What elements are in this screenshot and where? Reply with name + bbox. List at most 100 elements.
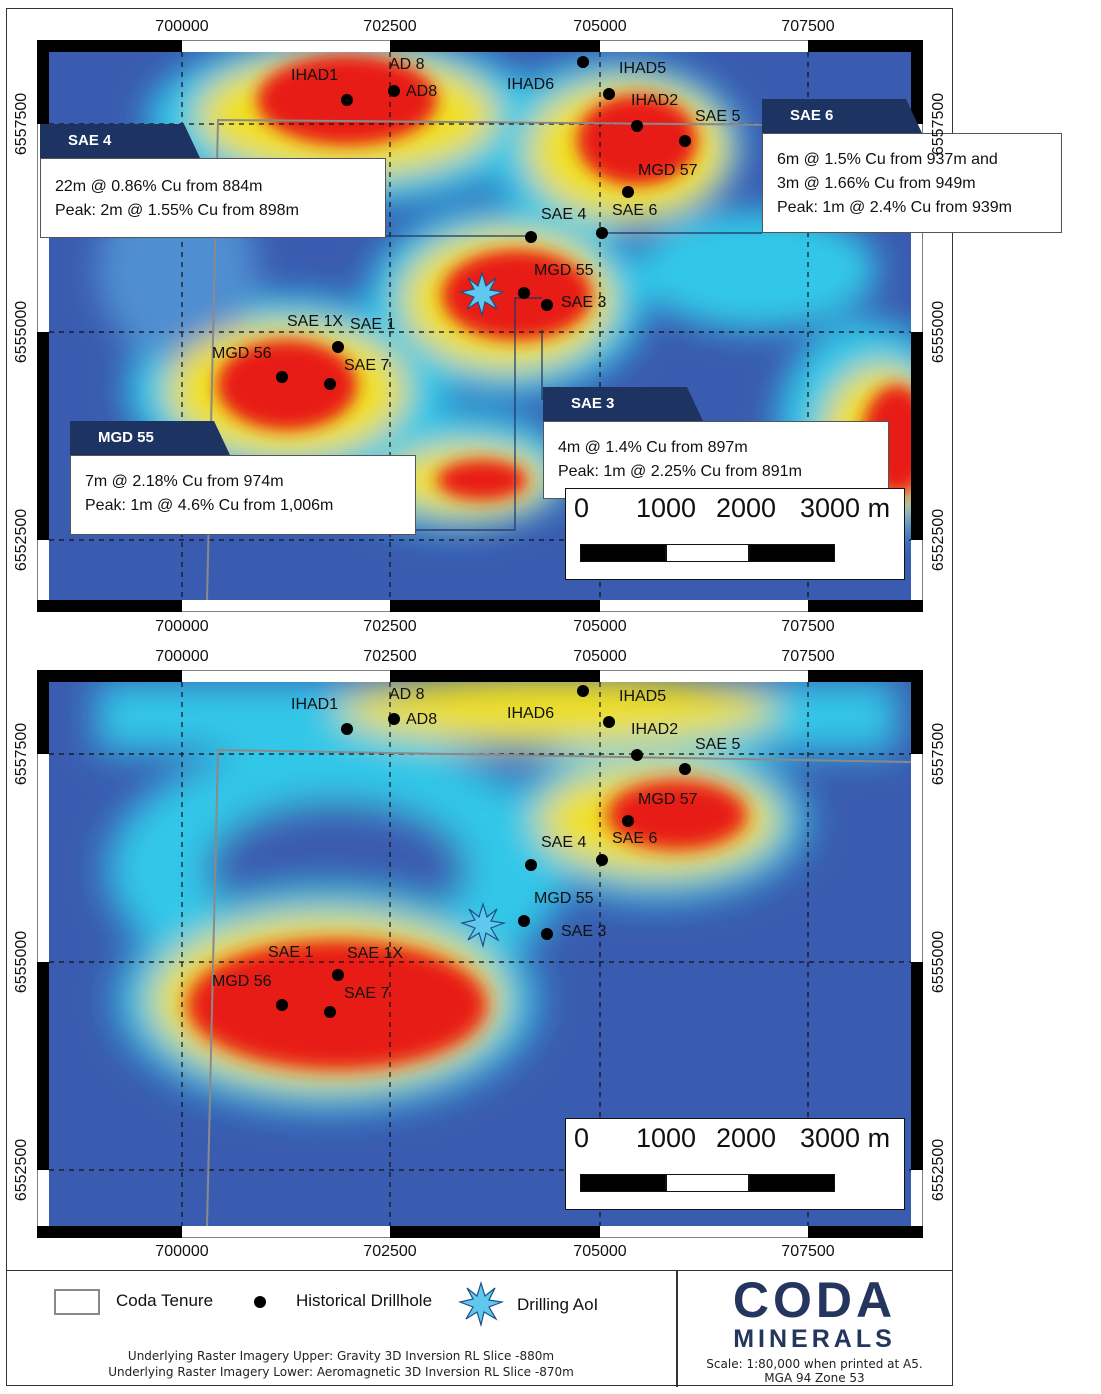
drillhole-label: MGD 57	[638, 162, 698, 179]
drillhole-marker[interactable]	[388, 85, 400, 97]
scalebar-label: 2000	[716, 493, 777, 523]
lower-scalebar: 0 1000 2000 3000 m	[565, 1118, 905, 1210]
drillhole-label: MGD 55	[534, 262, 594, 279]
drillhole-label: AD 8	[389, 56, 425, 73]
upper-callout-mgd55: 7m @ 2.18% Cu from 974m Peak: 1m @ 4.6% …	[70, 455, 416, 535]
drillhole-label: MGD 56	[212, 973, 272, 990]
northing-label: 6557500	[13, 722, 30, 786]
easting-label: 707500	[781, 618, 835, 635]
drillhole-marker[interactable]	[577, 56, 589, 68]
legend-aoi-label: Drilling AoI	[517, 1295, 599, 1314]
easting-label: 700000	[155, 1243, 209, 1260]
raster-note-upper: Underlying Raster Imagery Upper: Gravity…	[127, 1349, 555, 1363]
drillhole-marker[interactable]	[276, 999, 288, 1011]
callout-line: Peak: 1m @ 4.6% Cu from 1,006m	[85, 497, 334, 514]
upper-callout-mgd55-title: MGD 55	[70, 421, 230, 455]
drillhole-marker[interactable]	[276, 371, 288, 383]
northing-label: 6555000	[13, 930, 30, 994]
drillhole-marker[interactable]	[324, 1006, 336, 1018]
drilling-aoi-star-icon	[460, 902, 506, 948]
upper-callout-sae3: 4m @ 1.4% Cu from 897m Peak: 1m @ 2.25% …	[543, 421, 889, 499]
drillhole-marker[interactable]	[341, 94, 353, 106]
easting-label: 700000	[155, 618, 209, 635]
raster-note-lower: Underlying Raster Imagery Lower: Aeromag…	[108, 1365, 574, 1379]
upper-grid	[49, 52, 911, 600]
northing-label: 6555000	[930, 930, 947, 994]
drillhole-marker[interactable]	[679, 763, 691, 775]
drillhole-label: SAE 1X	[347, 945, 404, 962]
drillhole-marker[interactable]	[332, 341, 344, 353]
northing-label: 6557500	[13, 92, 30, 156]
drillhole-marker[interactable]	[341, 723, 353, 735]
upper-callout-sae6-title: SAE 6	[762, 99, 922, 133]
lower-frame-bars	[37, 670, 923, 1238]
drilling-aoi-star-icon	[459, 271, 505, 317]
drillhole-label: SAE 1	[350, 316, 396, 333]
callout-line: 7m @ 2.18% Cu from 974m	[85, 473, 284, 490]
drillhole-marker[interactable]	[603, 716, 615, 728]
easting-label: 707500	[781, 18, 835, 35]
drillhole-label: IHAD5	[619, 688, 667, 705]
easting-label: 700000	[155, 648, 209, 665]
callout-line: 4m @ 1.4% Cu from 897m	[558, 439, 748, 456]
scalebar-label: 3000 m	[800, 493, 891, 523]
upper-callout-sae6: 6m @ 1.5% Cu from 937m and 3m @ 1.66% Cu…	[762, 133, 1062, 233]
easting-label: 700000	[155, 18, 209, 35]
easting-label: 705000	[573, 618, 627, 635]
northing-label: 6557500	[930, 722, 947, 786]
drillhole-label: IHAD1	[291, 696, 339, 713]
drillhole-marker[interactable]	[518, 915, 530, 927]
legend-panel: Coda Tenure Historical Drillhole Drillin…	[6, 1270, 953, 1387]
northing-label: 6555000	[13, 300, 30, 364]
drillhole-marker[interactable]	[679, 135, 691, 147]
upper-callout-sae4: 22m @ 0.86% Cu from 884m Peak: 2m @ 1.55…	[40, 158, 386, 238]
callout-line: Peak: 1m @ 2.25% Cu from 891m	[558, 463, 802, 480]
legend-divider	[676, 1271, 678, 1387]
drillhole-label: IHAD5	[619, 60, 667, 77]
drillhole-marker[interactable]	[541, 928, 553, 940]
drillhole-label: AD8	[406, 83, 438, 100]
drillhole-marker[interactable]	[324, 378, 336, 390]
drillhole-marker[interactable]	[596, 227, 608, 239]
easting-label: 707500	[781, 1243, 835, 1260]
drillhole-label: AD 8	[389, 686, 425, 703]
drillhole-label: SAE 3	[561, 294, 607, 311]
drillhole-marker[interactable]	[622, 815, 634, 827]
drillhole-marker[interactable]	[631, 749, 643, 761]
easting-label: 707500	[781, 648, 835, 665]
drillhole-label: SAE 3	[561, 923, 607, 940]
drillhole-marker[interactable]	[631, 120, 643, 132]
northing-label: 6557500	[930, 92, 947, 156]
drillhole-marker[interactable]	[332, 969, 344, 981]
scalebar-label: 0	[574, 493, 590, 523]
drillhole-label: SAE 6	[612, 830, 658, 847]
drillhole-legend-dot	[254, 1296, 266, 1308]
easting-label: 702500	[363, 648, 417, 665]
callout-line: 22m @ 0.86% Cu from 884m	[55, 178, 263, 195]
drillhole-marker[interactable]	[525, 859, 537, 871]
drillhole-marker[interactable]	[541, 299, 553, 311]
easting-label: 702500	[363, 618, 417, 635]
drillhole-marker[interactable]	[596, 854, 608, 866]
drillhole-label: SAE 4	[541, 834, 587, 851]
easting-label: 702500	[363, 18, 417, 35]
drillhole-label: AD8	[406, 711, 438, 728]
callout-line: Peak: 1m @ 2.4% Cu from 939m	[777, 199, 1012, 216]
drillhole-marker[interactable]	[577, 685, 589, 697]
lower-map-svg	[37, 670, 923, 1238]
drillhole-marker[interactable]	[622, 186, 634, 198]
drillhole-marker[interactable]	[518, 287, 530, 299]
easting-label: 705000	[573, 648, 627, 665]
scalebar-label: 1000	[636, 1123, 697, 1153]
drillhole-marker[interactable]	[388, 713, 400, 725]
upper-callout-sae4-title: SAE 4	[40, 124, 200, 158]
drillhole-label: SAE 4	[541, 206, 587, 223]
lower-tenure-boundary	[206, 748, 912, 1227]
scale-note: Scale: 1:80,000 when printed at A5.	[706, 1357, 923, 1371]
callout-line: Peak: 2m @ 1.55% Cu from 898m	[55, 202, 299, 219]
drillhole-label: MGD 57	[638, 791, 698, 808]
drillhole-marker[interactable]	[525, 231, 537, 243]
drillhole-label: SAE 1X	[287, 313, 344, 330]
northing-label: 6552500	[930, 508, 947, 572]
drillhole-marker[interactable]	[603, 88, 615, 100]
